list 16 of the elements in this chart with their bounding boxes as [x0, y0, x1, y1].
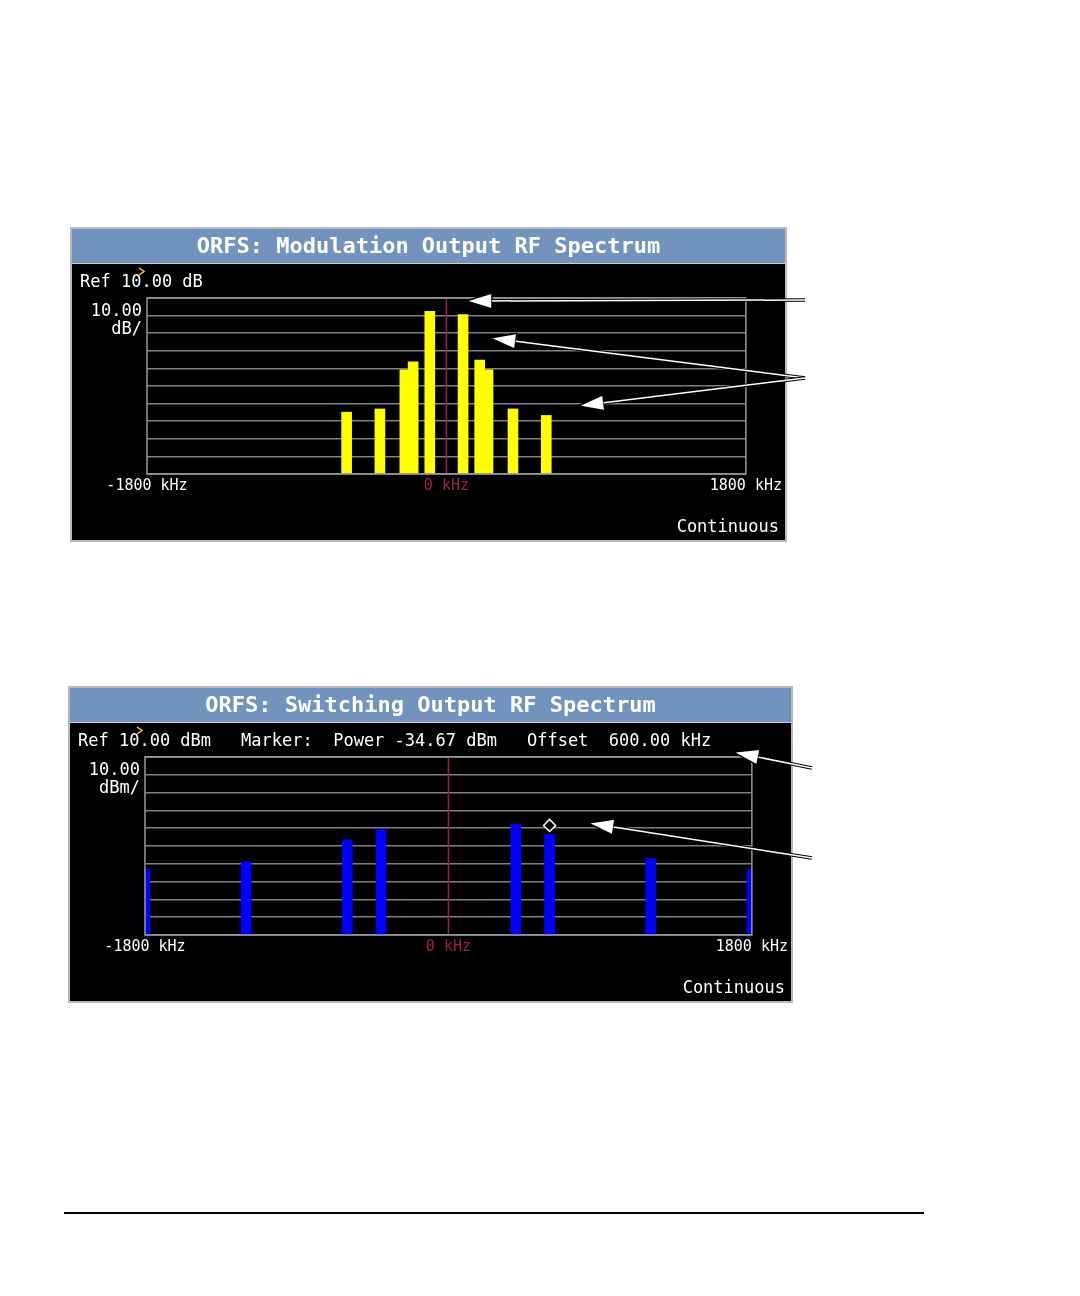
text: Continuous	[676, 516, 779, 536]
y-axis-title: 10.00 dB/	[89, 300, 142, 338]
x-tick-label: -1800 kHz	[106, 475, 188, 494]
chart-title: ORFS: Switching Output RF Spectrum	[70, 688, 791, 723]
text: Ref 10.00 dBm	[78, 730, 212, 750]
text: Marker: Power -34.67 dBm	[241, 730, 497, 750]
y-axis-title: 10.00 dBm/	[87, 759, 140, 797]
text: Ref 10.00 dB	[80, 271, 203, 291]
chart-title: ORFS: Modulation Output RF Spectrum	[72, 229, 785, 264]
x-tick-label: 0 kHz	[423, 475, 470, 494]
x-tick-label: -1800 kHz	[104, 936, 186, 955]
text: Offset 600.00 kHz	[526, 730, 712, 750]
x-tick-label: 1800 kHz	[715, 936, 788, 955]
x-tick-label: 0 kHz	[425, 936, 472, 955]
x-tick-label: 1800 kHz	[709, 475, 782, 494]
text: Continuous	[682, 977, 785, 997]
